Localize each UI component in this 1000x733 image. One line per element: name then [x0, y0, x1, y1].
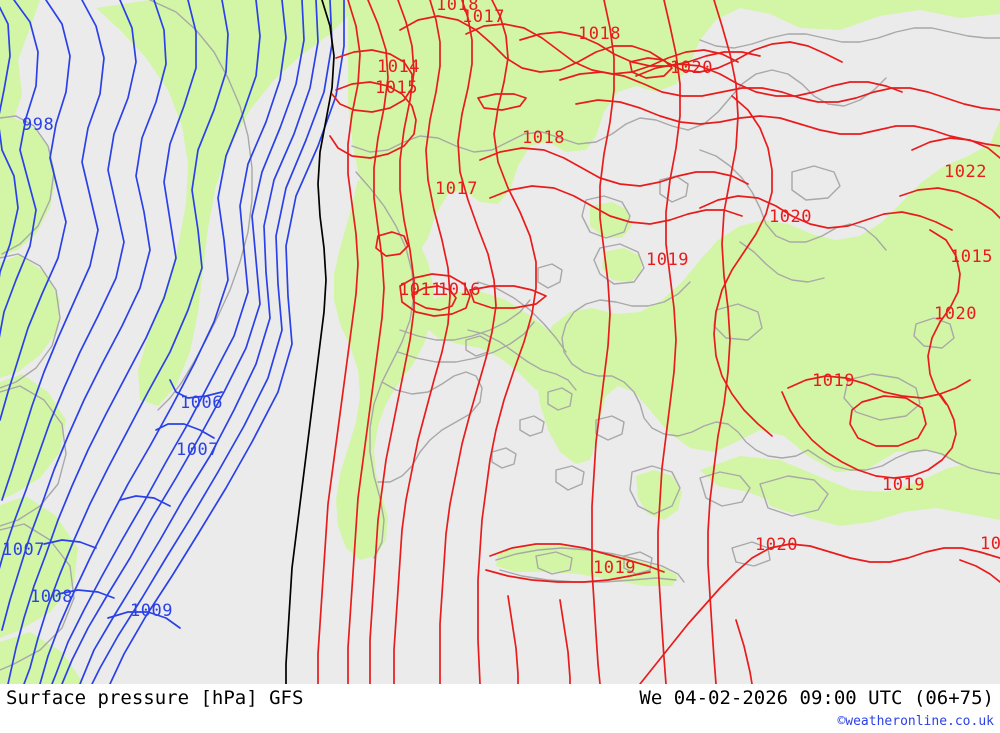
map-canvas	[0, 0, 1000, 684]
isobar-label-1017-mid: 1017	[435, 179, 478, 199]
isobar-label-1015-east: 1015	[950, 247, 993, 267]
isobar-label-1022: 1022	[944, 162, 987, 182]
pressure-contour-map[interactable]: 998 1006 1007 1007 1008 1009 1018 1017 1…	[0, 0, 1000, 684]
isobar-label-1007-lower: 1007	[2, 540, 45, 560]
isobar-label-1018-ne: 1018	[578, 24, 621, 44]
isobar-label-1007-upper: 1007	[176, 440, 219, 460]
isobar-label-1014: 1014	[377, 57, 420, 77]
isobar-label-partial-edge: 10	[980, 534, 1000, 554]
isobar-label-1006: 1006	[180, 393, 223, 413]
isobar-label-1016: 1016	[438, 280, 481, 300]
isobars-high	[317, 0, 1000, 684]
isobar-label-1019-south: 1019	[882, 475, 925, 495]
isobars-low	[0, 0, 345, 684]
footer-valid-time: We 04-02-2026 09:00 UTC (06+75)	[639, 687, 994, 709]
isobar-label-1015-nw: 1015	[375, 78, 418, 98]
isobar-label-1018-mid: 1018	[522, 128, 565, 148]
land-polygons	[0, 0, 352, 684]
isobar-label-1019-nw: 1019	[646, 250, 689, 270]
isobar-label-1020-marmara: 1020	[769, 207, 812, 227]
isobar-label-1018-top: 1018	[436, 0, 479, 15]
isobar-1013	[285, 0, 335, 684]
isobar-label-1011: 1011	[399, 280, 442, 300]
isobar-label-1008: 1008	[30, 587, 73, 607]
isobar-label-1009: 1009	[130, 601, 173, 621]
isobar-label-1020-south: 1020	[755, 535, 798, 555]
footer-watermark: ©weatheronline.co.uk	[837, 714, 994, 729]
isobar-label-998: 998	[22, 115, 55, 135]
land-detail	[334, 0, 1000, 586]
map-footer: Surface pressure [hPa] GFS We 04-02-2026…	[0, 684, 1000, 733]
isobar-label-1020-ne: 1020	[670, 58, 713, 78]
isobar-label-1020-east: 1020	[934, 304, 977, 324]
isobar-label-1017-top: 1017	[462, 7, 505, 27]
isobar-label-1019-turkey: 1019	[812, 371, 855, 391]
footer-title: Surface pressure [hPa] GFS	[6, 687, 304, 709]
isobar-label-1019-crete: 1019	[593, 558, 636, 578]
